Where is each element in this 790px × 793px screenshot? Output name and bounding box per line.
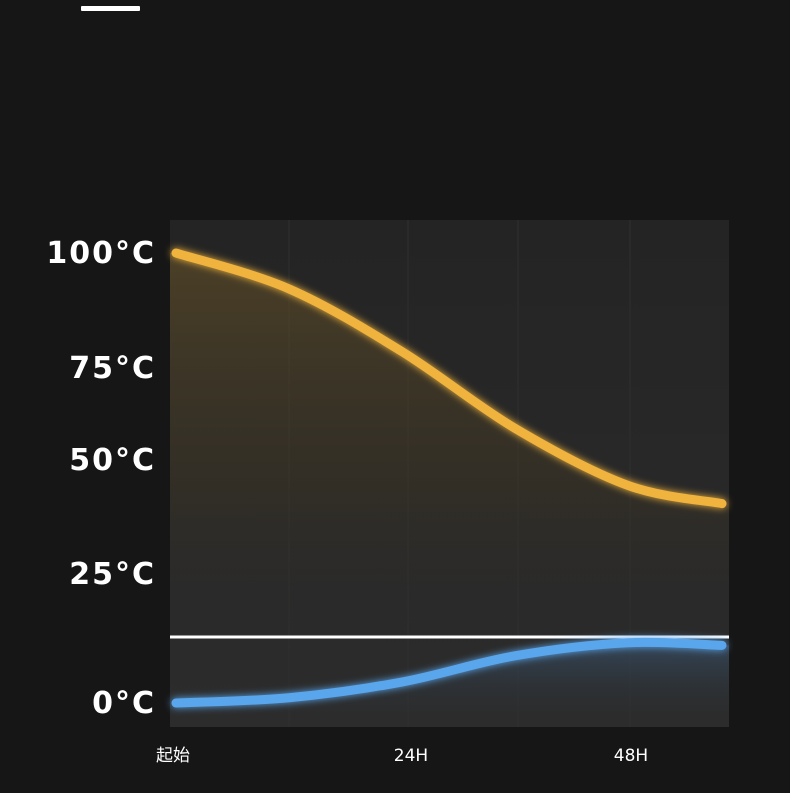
warm-series-area bbox=[170, 253, 729, 637]
y-axis-ticks: 100°C 75°C 50°C 25°C 0°C bbox=[46, 236, 156, 721]
cool-series-area bbox=[170, 642, 729, 727]
warm-series-line bbox=[171, 248, 727, 509]
y-tick-label: 0°C bbox=[92, 686, 156, 721]
y-tick-label: 100°C bbox=[46, 236, 156, 271]
y-tick-label: 25°C bbox=[69, 557, 156, 592]
x-axis-ticks: 起始 24H 48H bbox=[156, 746, 648, 766]
x-tick-label: 起始 bbox=[156, 746, 190, 766]
y-tick-label: 50°C bbox=[69, 443, 156, 478]
x-tick-label: 24H bbox=[394, 746, 428, 766]
y-tick-label: 75°C bbox=[69, 351, 156, 386]
top-indicator-bar bbox=[81, 6, 140, 11]
cool-series-line bbox=[171, 637, 727, 708]
x-tick-label: 48H bbox=[614, 746, 648, 766]
